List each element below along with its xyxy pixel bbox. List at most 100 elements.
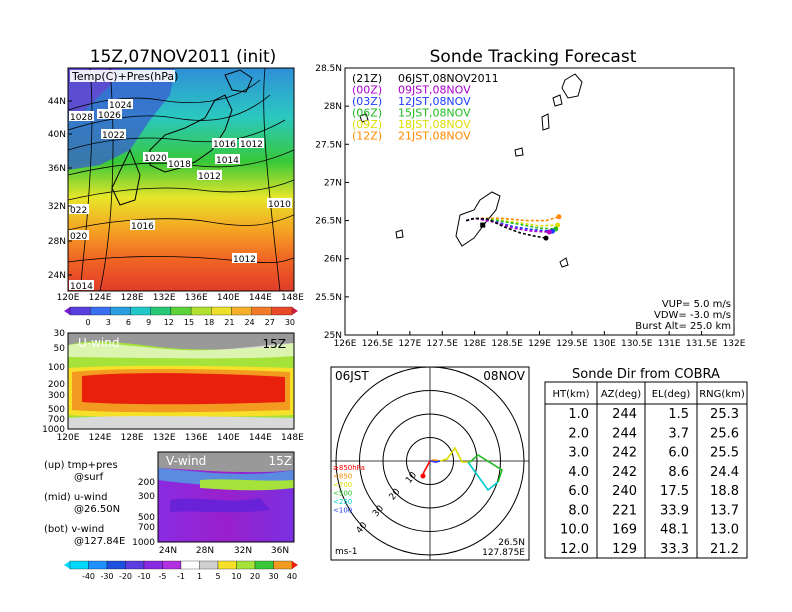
u-y-tick: 200	[48, 380, 65, 390]
hodo-level: <500	[333, 490, 352, 498]
legend-tag: (12Z)	[352, 130, 382, 143]
track-x-tick: 131E	[658, 339, 681, 349]
wind-colorbar-tick: 10	[231, 572, 241, 581]
track-x-tick: 127.5E	[427, 339, 459, 349]
wind-colorbar-tick: -1	[177, 572, 185, 581]
temp-colorbar-tick: 6	[126, 318, 131, 327]
map-lat-tick: 24N	[48, 271, 66, 281]
track-y-tick: 28N	[324, 102, 342, 112]
wind-colorbar-tick: 1	[197, 572, 202, 581]
temp-colorbar-swatch	[211, 306, 232, 316]
v-x-tick: 28N	[196, 546, 214, 556]
v-y-tick: 200	[138, 478, 155, 488]
isobar-label: 022	[70, 206, 87, 216]
isobar-label: 1012	[240, 140, 263, 150]
table-cell: 244	[612, 407, 637, 422]
table-cell: 18.8	[710, 484, 739, 499]
track-x-tick: 131.5E	[686, 339, 718, 349]
hodo-level-legend: ≥850hPa<850<700<500<250<100	[333, 464, 365, 515]
note-line: (mid) u-wind	[44, 492, 107, 503]
table-cell: 242	[612, 465, 637, 480]
launch-marker	[480, 222, 486, 228]
u-y-tick: 1000	[42, 425, 65, 435]
note-line: (up) tmp+pres	[44, 460, 118, 471]
u-panel-time: 15Z	[263, 337, 287, 351]
temp-colorbar-tick: 18	[204, 318, 214, 327]
temp-colorbar-tick: 12	[164, 318, 174, 327]
hodo-level: <100	[333, 507, 352, 515]
track-x-tick: 128E	[463, 339, 486, 349]
map-lon-tick: 120E	[57, 293, 80, 303]
isobar-labels: 1028 1024 1026 1022 1020 1018 1016 1014 …	[69, 99, 292, 291]
u-x-ticks: 120E 124E 128E 132E 136E 140E 144E 148E	[57, 433, 305, 443]
hodo-loc1: 26.5N	[498, 538, 525, 548]
table-cell: 17.5	[660, 484, 689, 499]
table-cell: 8.6	[668, 465, 689, 480]
hodo-time: 06JST	[335, 369, 369, 383]
u-weak-region	[68, 333, 294, 350]
track-x-tick: 127E	[398, 339, 421, 349]
u-y-tick: 30	[54, 329, 66, 339]
table-cell: 12.0	[560, 542, 589, 557]
isobar-label: 1010	[268, 200, 291, 210]
table-title: Sonde Dir from COBRA	[572, 367, 720, 382]
table-frame	[544, 381, 748, 559]
wind-colorbar-swatch	[125, 560, 145, 570]
temp-colorbar-tick: 0	[86, 318, 91, 327]
hodo-trace	[420, 446, 503, 492]
isobar-label: 1016	[131, 222, 154, 232]
track-panel: 126E 126.5E 127E 127.5E 128E 128.5E 129E 129.5E…	[315, 64, 746, 349]
u-x-tick: 132E	[153, 433, 176, 443]
hodo-segment	[467, 461, 499, 492]
legend-time: 06JST,08NOV2011	[398, 72, 499, 85]
track-x-tick: 129.5E	[556, 339, 588, 349]
v-y-tick: 300	[138, 492, 155, 502]
temp-colorbar-swatch	[231, 306, 252, 316]
isobar-label: 1020	[144, 154, 167, 164]
temp-colorbar-swatch	[110, 306, 131, 316]
table-cell: 33.9	[660, 503, 689, 518]
temp-colorbar-swatch	[69, 306, 91, 316]
map-lon-tick: 124E	[89, 293, 112, 303]
cobra-table: HT(km) AZ(deg) EL(deg) RNG(km) 1.0 244 1.5 25.3…	[544, 381, 748, 559]
table-cell: 24.4	[710, 465, 739, 480]
wind-colorbar-tick: 5	[215, 572, 220, 581]
temp-colorbar-tick: 15	[184, 318, 194, 327]
note-line: @surf	[74, 472, 104, 483]
map-frame	[67, 67, 295, 292]
u-x-tick: 148E	[281, 433, 304, 443]
map-lat-tick: 40N	[48, 130, 66, 140]
u-x-tick: 144E	[249, 433, 272, 443]
v-x-tick: 36N	[271, 546, 289, 556]
temp-map-panel: 1028 1024 1026 1022 1020 1018 1016 1014 …	[48, 67, 305, 327]
table-cell: 129	[612, 542, 637, 557]
table-cell: 221	[612, 503, 637, 518]
track-x-tick: 129E	[528, 339, 551, 349]
wind-colorbar-swatch	[69, 560, 89, 570]
isobar-label: 1022	[102, 131, 125, 141]
hodo-start-point	[420, 473, 426, 479]
table-header: RNG(km)	[699, 389, 745, 400]
isobar-label: 1012	[233, 255, 256, 265]
temp-colorbar-tick: 24	[244, 318, 254, 327]
track-lines	[465, 214, 562, 241]
map-lon-ticks: 120E 124E 128E 132E 136E 140E 144E 148E	[57, 293, 305, 303]
map-lon-tick: 136E	[185, 293, 208, 303]
track-title: Sonde Tracking Forecast	[430, 47, 637, 67]
u-y-tick: 300	[48, 391, 65, 401]
hodo-level: <700	[333, 481, 352, 489]
u-x-tick: 124E	[89, 433, 112, 443]
temp-colorbar-tick: 30	[285, 318, 295, 327]
hodo-unit: ms-1	[335, 547, 357, 557]
wind-colorbar-tick: 20	[250, 572, 260, 581]
isobar-label: 1026	[98, 111, 121, 121]
table-cell: 10.0	[560, 523, 589, 538]
track-x-tick: 126.5E	[362, 339, 394, 349]
track-y-tick: 27.5N	[315, 140, 342, 150]
track-x-tick: 130.5E	[621, 339, 653, 349]
note-line: @127.84E	[74, 536, 125, 547]
